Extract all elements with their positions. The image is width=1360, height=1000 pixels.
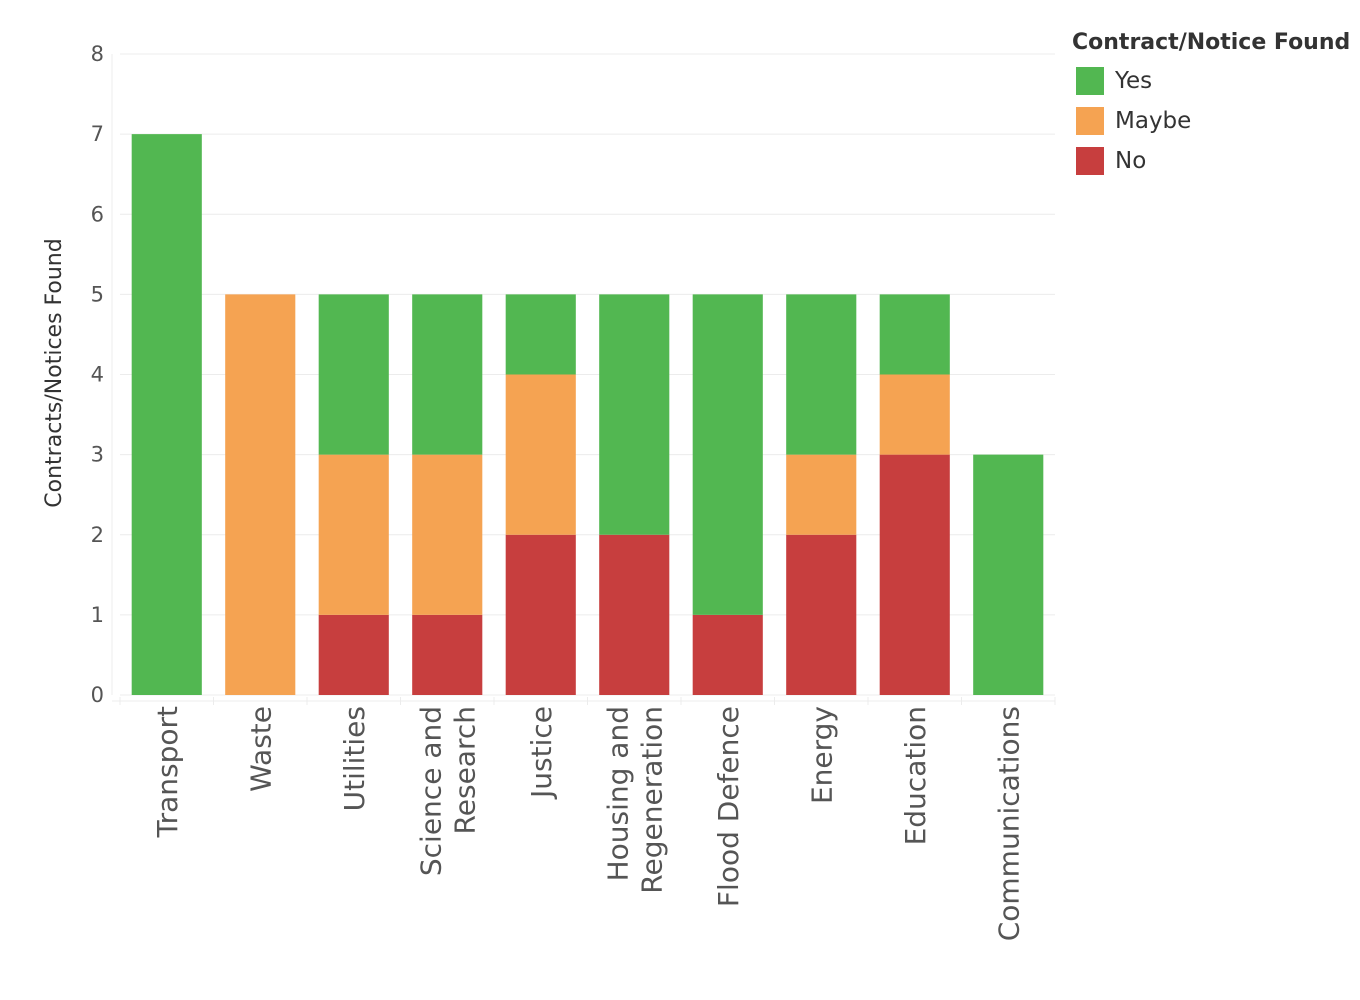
bar-2-no: [318, 614, 389, 695]
bars: [131, 134, 1044, 695]
legend-title: Contract/Notice Found: [1072, 30, 1351, 55]
legend-item-no[interactable]: No: [1072, 141, 1350, 181]
category-label: Justice: [525, 706, 558, 800]
x-label-2: Utilities: [338, 706, 371, 811]
category-label-line: Regeneration: [635, 706, 668, 894]
category-label: Waste: [244, 706, 277, 792]
bar-8-yes: [879, 294, 950, 375]
legend-item-maybe[interactable]: Maybe: [1072, 101, 1350, 141]
category-label-line: Housing and: [601, 706, 634, 881]
legend: Contract/Notice Found Yes Maybe No: [1072, 30, 1350, 181]
x-label-0: Transport: [151, 706, 184, 838]
bar-2-maybe: [318, 454, 389, 615]
bar-7-yes: [786, 294, 857, 455]
category-label-line: Justice: [525, 706, 558, 800]
bar-5-yes: [599, 294, 670, 535]
legend-swatch: [1076, 67, 1104, 95]
x-label-6: Flood Defence: [712, 706, 745, 907]
bar-0-yes: [131, 134, 202, 695]
bar-8-no: [879, 454, 950, 695]
category-label-line: Waste: [244, 706, 277, 792]
y-axis-title: Contracts/Notices Found: [42, 238, 67, 507]
category-label-line: Flood Defence: [712, 706, 745, 907]
category-label: Energy: [805, 706, 838, 804]
category-label-line: Energy: [805, 706, 838, 804]
y-tick-label-8: 8: [91, 42, 104, 66]
legend-label: Yes: [1115, 68, 1153, 94]
category-label: Flood Defence: [712, 706, 745, 907]
category-label-line: Utilities: [338, 706, 371, 811]
y-tick-label-5: 5: [91, 282, 104, 306]
bar-6-yes: [692, 294, 763, 615]
bar-1-maybe: [225, 294, 296, 695]
x-label-8: Education: [899, 706, 932, 845]
legend-label: No: [1115, 148, 1147, 174]
bar-7-no: [786, 534, 857, 695]
category-label: Science andResearch: [414, 706, 481, 876]
y-tick-label-7: 7: [91, 122, 104, 146]
bar-4-yes: [505, 294, 576, 375]
x-label-3: Science andResearch: [414, 706, 481, 876]
category-label-line: Communications: [992, 706, 1025, 941]
y-tick-label-6: 6: [91, 202, 104, 226]
x-label-1: Waste: [244, 706, 277, 792]
legend-swatch: [1076, 147, 1104, 175]
bar-4-no: [505, 534, 576, 695]
y-tick-label-1: 1: [91, 603, 104, 627]
bar-4-maybe: [505, 374, 576, 535]
bar-7-maybe: [786, 454, 857, 535]
y-tick-label-4: 4: [91, 363, 104, 387]
category-label: Housing andRegeneration: [601, 706, 668, 894]
bar-5-no: [599, 534, 670, 695]
bar-2-yes: [318, 294, 389, 455]
category-label-line: Research: [448, 706, 481, 834]
legend-label: Maybe: [1115, 108, 1192, 134]
category-label-line: Science and: [414, 706, 447, 876]
bar-8-maybe: [879, 374, 950, 455]
category-label-line: Education: [899, 706, 932, 845]
bar-3-yes: [412, 294, 483, 455]
x-label-4: Justice: [525, 706, 558, 800]
x-label-7: Energy: [805, 706, 838, 804]
bar-3-no: [412, 614, 483, 695]
legend-swatch: [1076, 107, 1104, 135]
y-tick-label-2: 2: [91, 523, 104, 547]
legend-item-yes[interactable]: Yes: [1072, 61, 1350, 101]
y-axis-ticks: 0 1 2 3 4 5 6 7 8: [91, 42, 104, 707]
category-label: Transport: [151, 706, 184, 838]
bar-6-no: [692, 614, 763, 695]
legend-items: Yes Maybe No: [1072, 61, 1350, 181]
x-label-5: Housing andRegeneration: [601, 706, 668, 894]
bar-9-yes: [973, 454, 1044, 695]
category-label: Education: [899, 706, 932, 845]
category-label: Utilities: [338, 706, 371, 811]
x-axis-labels: Transport Waste Utilities Science andResear…: [151, 706, 1026, 941]
y-tick-label-3: 3: [91, 443, 104, 467]
x-label-9: Communications: [992, 706, 1025, 941]
bar-3-maybe: [412, 454, 483, 615]
y-tick-label-0: 0: [91, 683, 104, 707]
category-label-line: Transport: [151, 706, 184, 838]
category-label: Communications: [992, 706, 1025, 941]
